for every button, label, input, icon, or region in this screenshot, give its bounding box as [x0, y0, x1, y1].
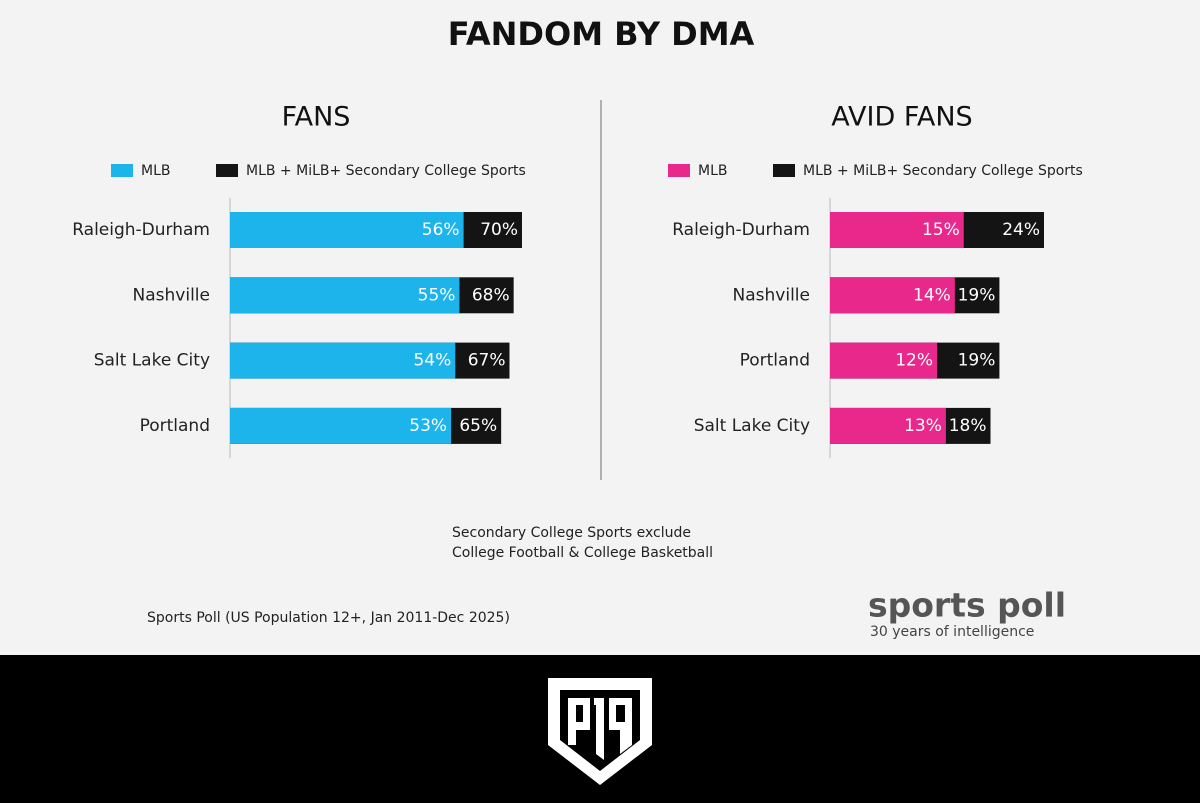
category-label: Raleigh-Durham: [72, 220, 210, 240]
value-label: 13%: [904, 416, 942, 436]
chart-title: FANDOM BY DMA: [448, 15, 755, 53]
bar: [230, 407, 452, 444]
brand-tagline: 30 years of intelligence: [870, 624, 1034, 640]
legend-swatch: [773, 164, 795, 177]
value-label: 70%: [480, 220, 518, 240]
legend-swatch: [668, 164, 690, 177]
category-label: Raleigh-Durham: [672, 220, 810, 240]
bar: [830, 212, 964, 248]
note: College Football & College Basketball: [452, 545, 713, 561]
value-label: 68%: [472, 285, 510, 305]
note: Secondary College Sports exclude: [452, 525, 691, 541]
logo: [548, 678, 652, 785]
legend-label: MLB + MiLB+ Secondary College Sports: [803, 163, 1083, 179]
category-label: Portland: [740, 351, 810, 371]
bar: [230, 342, 456, 379]
bar: [830, 342, 937, 379]
panel-title: FANS: [282, 102, 351, 133]
value-label: 54%: [413, 351, 451, 371]
value-label: 24%: [1002, 220, 1040, 240]
legend-swatch: [216, 164, 238, 177]
value-label: 53%: [409, 416, 447, 436]
chart-background: [0, 0, 1200, 655]
value-label: 15%: [922, 220, 960, 240]
brand-name: sports poll: [868, 586, 1066, 625]
value-label: 67%: [468, 351, 506, 371]
value-label: 18%: [949, 416, 987, 436]
value-label: 56%: [422, 220, 460, 240]
bar: [830, 407, 946, 444]
legend-swatch: [111, 164, 133, 177]
value-label: 55%: [418, 285, 456, 305]
value-label: 14%: [913, 285, 951, 305]
bar: [230, 277, 460, 314]
source: Sports Poll (US Population 12+, Jan 2011…: [147, 610, 510, 626]
legend-label: MLB: [141, 163, 170, 179]
category-label: Portland: [140, 416, 210, 436]
category-label: Salt Lake City: [694, 416, 810, 436]
value-label: 65%: [459, 416, 497, 436]
panel-title: AVID FANS: [831, 102, 972, 133]
value-label: 19%: [958, 351, 996, 371]
value-label: 19%: [958, 285, 996, 305]
value-label: 12%: [895, 351, 933, 371]
bar: [230, 212, 464, 248]
legend-label: MLB: [698, 163, 727, 179]
category-label: Salt Lake City: [94, 351, 210, 371]
category-label: Nashville: [133, 285, 210, 305]
category-label: Nashville: [733, 285, 810, 305]
bar: [830, 277, 955, 314]
legend-label: MLB + MiLB+ Secondary College Sports: [246, 163, 526, 179]
